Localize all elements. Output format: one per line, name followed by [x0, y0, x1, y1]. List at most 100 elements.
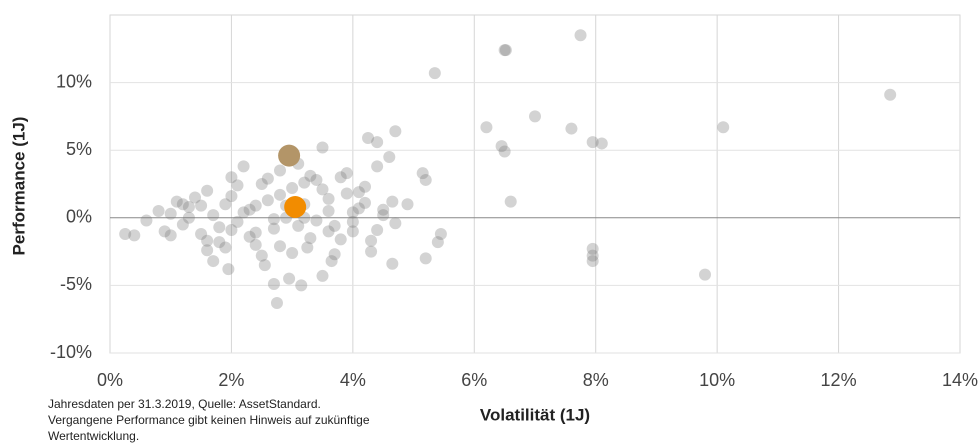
point [119, 228, 132, 241]
point [286, 246, 299, 259]
point [377, 209, 390, 222]
point [225, 190, 238, 203]
footnote: Jahresdaten per 31.3.2019, Quelle: Asset… [48, 397, 321, 411]
point [586, 249, 599, 262]
point [298, 176, 311, 189]
point [586, 242, 599, 255]
point [170, 195, 183, 208]
point [140, 214, 153, 227]
point [261, 172, 274, 185]
point [504, 195, 517, 208]
x-tick-label: 4% [340, 370, 366, 390]
point [529, 110, 541, 123]
point [386, 195, 399, 208]
point [176, 198, 189, 211]
point [328, 248, 341, 261]
point [195, 199, 208, 212]
point [386, 257, 399, 270]
point [352, 202, 365, 215]
point [699, 268, 711, 281]
point [322, 205, 335, 218]
point [480, 121, 493, 134]
y-tick-label: -5% [60, 274, 92, 294]
point [267, 278, 280, 291]
point [261, 194, 274, 207]
point [213, 236, 226, 249]
point [316, 141, 329, 154]
point [431, 236, 444, 249]
point [304, 232, 317, 245]
point [292, 219, 305, 232]
point [328, 219, 341, 232]
point [225, 171, 238, 184]
point [231, 215, 244, 228]
point [274, 164, 286, 177]
point [255, 178, 268, 190]
point [383, 150, 396, 163]
point [371, 136, 384, 149]
point [249, 199, 262, 212]
point [434, 228, 447, 241]
point [237, 160, 250, 173]
y-tick-label: 5% [66, 139, 92, 159]
point [389, 125, 402, 138]
y-tick-label: 10% [56, 71, 92, 91]
point [304, 169, 317, 182]
point [340, 167, 353, 180]
point [207, 255, 220, 268]
point [334, 233, 347, 246]
point [377, 203, 390, 216]
point [152, 205, 165, 218]
point [401, 198, 414, 211]
point [249, 226, 262, 239]
point [213, 221, 226, 234]
point [201, 234, 214, 247]
point [284, 195, 307, 218]
point [225, 223, 238, 236]
x-axis-title: Volatilität (1J) [480, 405, 590, 424]
point [359, 196, 371, 209]
point [243, 203, 256, 216]
point [346, 215, 359, 228]
point [322, 192, 335, 205]
x-tick-label: 8% [583, 370, 609, 390]
point [371, 160, 384, 173]
point [416, 167, 429, 180]
point [340, 187, 353, 200]
point [316, 269, 329, 282]
footnote: Vergangene Performance gibt keinen Hinwe… [48, 413, 370, 427]
point [325, 255, 338, 268]
x-tick-label: 0% [97, 370, 123, 390]
point [207, 209, 220, 222]
point [586, 136, 599, 149]
point [346, 206, 359, 219]
point [182, 200, 195, 213]
y-tick-label: 0% [66, 207, 92, 227]
point [278, 144, 301, 167]
point [219, 198, 232, 211]
point [301, 241, 314, 254]
point [176, 218, 189, 231]
point [498, 44, 511, 57]
point [595, 137, 608, 150]
point [565, 122, 578, 135]
point [286, 182, 299, 195]
point [419, 252, 432, 265]
point [586, 255, 599, 268]
point [310, 173, 323, 186]
point [201, 244, 214, 257]
point [243, 230, 256, 243]
point [419, 173, 432, 186]
y-axis-title: Performance (1J) [9, 117, 28, 256]
point [310, 214, 323, 227]
point [195, 228, 208, 241]
point [189, 191, 201, 204]
x-tick-label: 12% [821, 370, 857, 390]
point [164, 229, 177, 242]
point [352, 186, 365, 199]
point [316, 183, 329, 196]
point [219, 241, 232, 254]
point [495, 140, 508, 153]
x-tick-label: 2% [218, 370, 244, 390]
